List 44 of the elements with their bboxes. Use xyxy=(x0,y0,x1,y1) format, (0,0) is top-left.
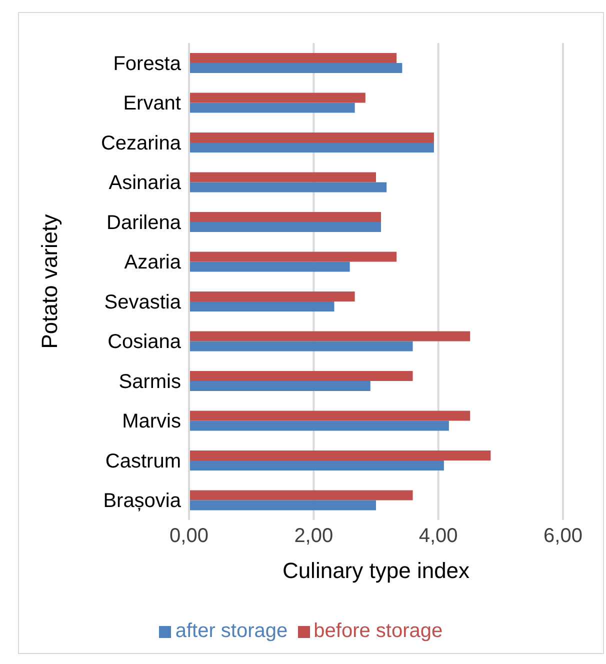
bar xyxy=(189,490,413,500)
bar xyxy=(189,291,355,302)
bar xyxy=(189,331,470,342)
y-tick-label: Foresta xyxy=(113,52,182,75)
x-tick-label: 2,00 xyxy=(294,525,334,548)
y-tick-label: Azaria xyxy=(124,252,182,274)
bar xyxy=(189,410,470,421)
x-tick-label: 0,00 xyxy=(170,525,208,548)
bar xyxy=(189,450,491,460)
y-tick-label: Cezarina xyxy=(100,132,182,154)
y-tick-label: Cosiana xyxy=(108,331,182,354)
bar xyxy=(189,182,387,192)
y-tick-label: Sevastia xyxy=(104,291,182,314)
bar xyxy=(189,102,355,113)
bar xyxy=(189,380,370,391)
bar xyxy=(189,262,350,272)
bar xyxy=(189,222,381,232)
bar xyxy=(189,301,334,312)
x-axis-title: Culinary type index xyxy=(282,558,470,583)
y-tick-label: Asinaria xyxy=(108,172,182,194)
bar xyxy=(189,132,434,142)
legend-label: before storage xyxy=(314,620,443,642)
y-tick-label: Darilena xyxy=(106,212,182,234)
bar xyxy=(189,420,449,431)
bar xyxy=(189,341,413,352)
bar xyxy=(189,252,397,262)
y-axis-title: Potato variety xyxy=(36,214,62,349)
bar xyxy=(189,142,434,152)
bar xyxy=(189,212,381,222)
y-tick-label: Castrum xyxy=(105,450,181,472)
x-tick-label: 4,00 xyxy=(418,525,458,548)
legend-label: after storage xyxy=(175,620,288,642)
bar xyxy=(189,52,397,63)
y-tick-label: Marvis xyxy=(122,410,181,433)
bar xyxy=(189,62,402,73)
x-tick-label: 6,00 xyxy=(544,525,582,548)
bar xyxy=(189,500,376,510)
bar xyxy=(189,460,444,470)
bar xyxy=(189,92,366,103)
y-tick-label: Sarmis xyxy=(118,370,181,393)
y-tick-label: Ervant xyxy=(123,92,182,115)
bar xyxy=(189,370,413,381)
bar xyxy=(189,172,376,182)
y-tick-label: Brașovia xyxy=(103,490,182,512)
